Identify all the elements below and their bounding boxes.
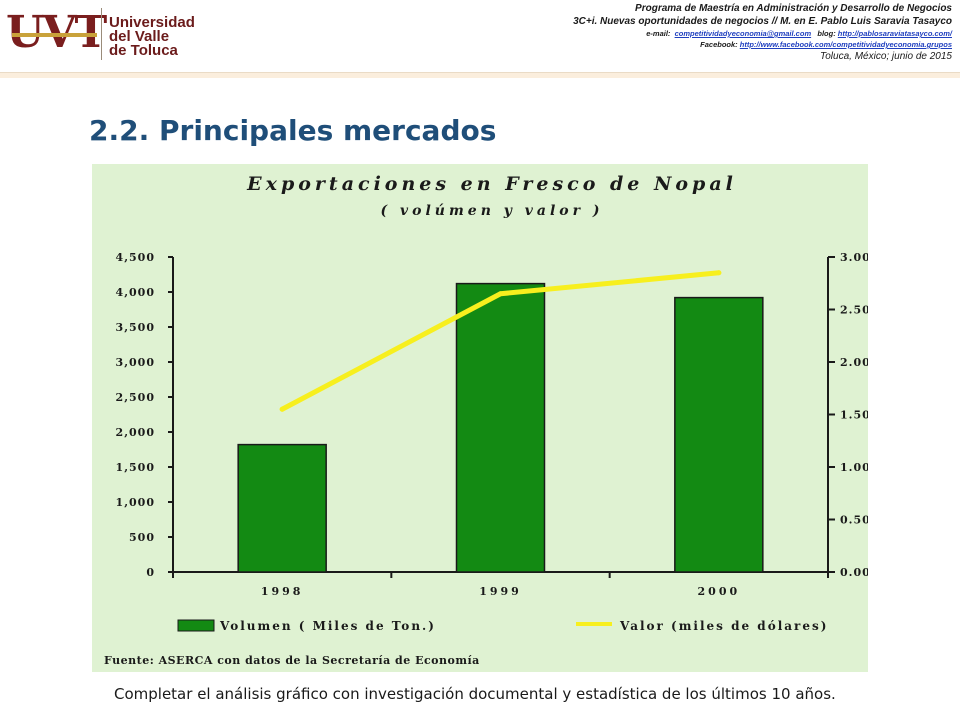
right-tick-label: 2.50 — [840, 304, 868, 317]
email-link[interactable]: competitividadyeconomia@gmail.com — [674, 29, 812, 38]
blog-link[interactable]: http://pablosaraviatasayco.com/ — [837, 29, 952, 38]
bar-1999 — [455, 282, 546, 573]
logo-line-2: del Valle — [109, 28, 170, 45]
valor-point-2000 — [716, 270, 722, 276]
x-axis: 1998 1999 2000 — [172, 571, 829, 598]
right-tick-label: 2.00 — [840, 356, 868, 369]
chart-source: Fuente: ASERCA con datos de la Secretarí… — [104, 654, 480, 667]
x-tick-label: 1999 — [479, 585, 522, 598]
slide-header: UVT Universidad del Valle de Toluca Prog… — [0, 0, 960, 72]
legend-label-valor: Valor (miles de dólares) — [619, 619, 828, 633]
chart-subtitle: ( volúmen y valor ) — [381, 203, 604, 219]
right-tick-label: 0.00 — [840, 566, 868, 579]
right-y-axis: 0.00 0.50 1.00 1.50 2.00 2.50 3.00 — [827, 251, 868, 579]
contact-line: e-mail: competitividadyeconomia@gmail.co… — [392, 28, 952, 39]
header-info: Programa de Maestría en Administración y… — [392, 2, 952, 63]
logo-separator — [101, 8, 102, 60]
left-tick-label: 2,500 — [116, 391, 155, 404]
line-series — [279, 270, 722, 412]
bar-1998 — [237, 443, 327, 573]
x-tick-label: 1998 — [261, 585, 304, 598]
legend-swatch-volumen — [177, 619, 215, 632]
facebook-label: Facebook: — [700, 40, 738, 49]
bar-2000 — [674, 296, 764, 573]
blog-label: blog: — [817, 29, 836, 38]
left-tick-label: 500 — [129, 531, 155, 544]
facebook-link[interactable]: http://www.facebook.com/competitividadye… — [739, 40, 952, 49]
analysis-note: Completar el análisis gráfico con invest… — [114, 685, 836, 703]
left-tick-label: 1,500 — [116, 461, 155, 474]
facebook-line: Facebook: http://www.facebook.com/compet… — [392, 39, 952, 50]
right-tick-label: 0.50 — [840, 514, 868, 527]
course-name: 3C+i. Nuevas oportunidades de negocios /… — [573, 16, 952, 27]
left-tick-label: 2,000 — [116, 426, 155, 439]
place-date: Toluca, México; junio de 2015 — [820, 51, 952, 62]
logo-line-1: Universidad — [109, 14, 195, 31]
right-tick-label: 1.50 — [840, 409, 868, 422]
email-label: e-mail: — [646, 29, 671, 38]
program-name: Programa de Maestría en Administración y… — [635, 3, 952, 14]
left-tick-label: 3,500 — [116, 321, 155, 334]
left-tick-label: 4,000 — [116, 286, 155, 299]
bar-series — [237, 282, 764, 573]
logo-wordmark: Universidad del Valle de Toluca — [109, 14, 195, 59]
chart-panel: Exportaciones en Fresco de Nopal ( volúm… — [92, 164, 868, 672]
header-rule — [0, 72, 960, 78]
page-title: 2.2. Principales mercados — [89, 114, 497, 147]
right-tick-label: 1.00 — [840, 461, 868, 474]
valor-point-1998 — [279, 406, 285, 412]
left-tick-label: 3,000 — [116, 356, 155, 369]
university-logo: UVT Universidad del Valle de Toluca — [6, 4, 195, 66]
right-tick-label: 3.00 — [840, 251, 868, 264]
legend-label-volumen: Volumen ( Miles de Ton.) — [219, 619, 436, 633]
x-tick-label: 2000 — [698, 585, 741, 598]
left-tick-label: 1,000 — [116, 496, 155, 509]
legend: Volumen ( Miles de Ton.) Valor (miles de… — [177, 619, 828, 633]
chart-title: Exportaciones en Fresco de Nopal — [246, 173, 737, 195]
left-y-axis: 0 500 1,000 1,500 2,000 2,500 3,000 3,500 4,000 4… — [116, 251, 174, 579]
valor-point-1999 — [498, 291, 503, 297]
chart-svg: Exportaciones en Fresco de Nopal ( volúm… — [104, 173, 868, 667]
left-tick-label: 4,500 — [116, 251, 155, 264]
left-tick-label: 0 — [146, 566, 155, 579]
logo-mark: UVT — [6, 7, 107, 58]
logo-line-3: de Toluca — [109, 42, 178, 59]
